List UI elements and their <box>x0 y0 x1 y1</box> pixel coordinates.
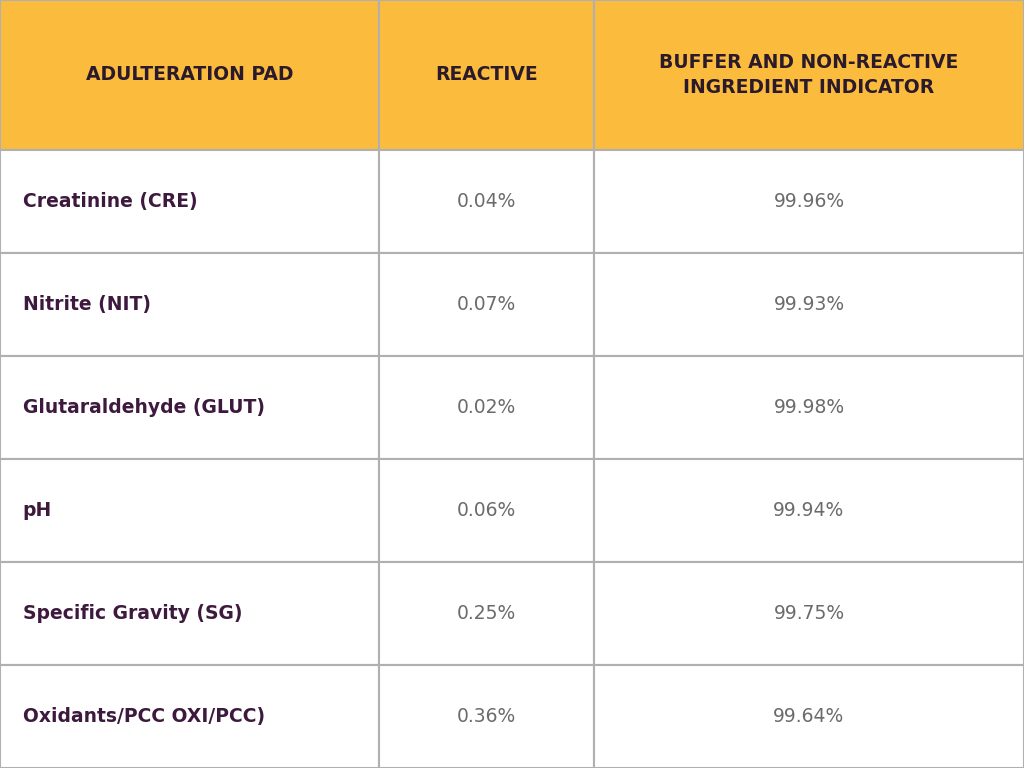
Text: 99.93%: 99.93% <box>773 295 845 314</box>
Bar <box>594 253 1024 356</box>
Bar <box>379 253 594 356</box>
Bar <box>594 665 1024 768</box>
Bar <box>379 0 594 150</box>
Text: ADULTERATION PAD: ADULTERATION PAD <box>86 65 293 84</box>
Bar <box>594 562 1024 665</box>
Bar <box>594 459 1024 562</box>
Bar <box>0 0 379 150</box>
Text: Creatinine (CRE): Creatinine (CRE) <box>23 192 198 210</box>
Bar <box>0 150 379 253</box>
Text: 0.02%: 0.02% <box>457 398 516 417</box>
Text: Glutaraldehyde (GLUT): Glutaraldehyde (GLUT) <box>23 398 264 417</box>
Text: 0.07%: 0.07% <box>457 295 516 314</box>
Bar <box>0 459 379 562</box>
Bar <box>594 0 1024 150</box>
Bar <box>379 665 594 768</box>
Bar <box>379 356 594 459</box>
Text: 99.94%: 99.94% <box>773 501 845 520</box>
Bar <box>0 253 379 356</box>
Text: 99.96%: 99.96% <box>773 192 845 210</box>
Text: Oxidants/PCC OXI/PCC): Oxidants/PCC OXI/PCC) <box>23 707 264 726</box>
Text: pH: pH <box>23 501 52 520</box>
Bar <box>594 150 1024 253</box>
Text: 99.98%: 99.98% <box>773 398 845 417</box>
Text: 0.36%: 0.36% <box>457 707 516 726</box>
Text: 99.64%: 99.64% <box>773 707 845 726</box>
Text: REACTIVE: REACTIVE <box>435 65 538 84</box>
Text: 99.75%: 99.75% <box>773 604 845 623</box>
Bar <box>0 562 379 665</box>
Bar <box>0 356 379 459</box>
Bar <box>594 356 1024 459</box>
Bar <box>0 665 379 768</box>
Bar <box>379 562 594 665</box>
Text: BUFFER AND NON-REACTIVE
INGREDIENT INDICATOR: BUFFER AND NON-REACTIVE INGREDIENT INDIC… <box>659 53 958 97</box>
Text: 0.04%: 0.04% <box>457 192 516 210</box>
Text: 0.25%: 0.25% <box>457 604 516 623</box>
Text: 0.06%: 0.06% <box>457 501 516 520</box>
Text: Nitrite (NIT): Nitrite (NIT) <box>23 295 151 314</box>
Bar <box>379 150 594 253</box>
Text: Specific Gravity (SG): Specific Gravity (SG) <box>23 604 242 623</box>
Bar <box>379 459 594 562</box>
